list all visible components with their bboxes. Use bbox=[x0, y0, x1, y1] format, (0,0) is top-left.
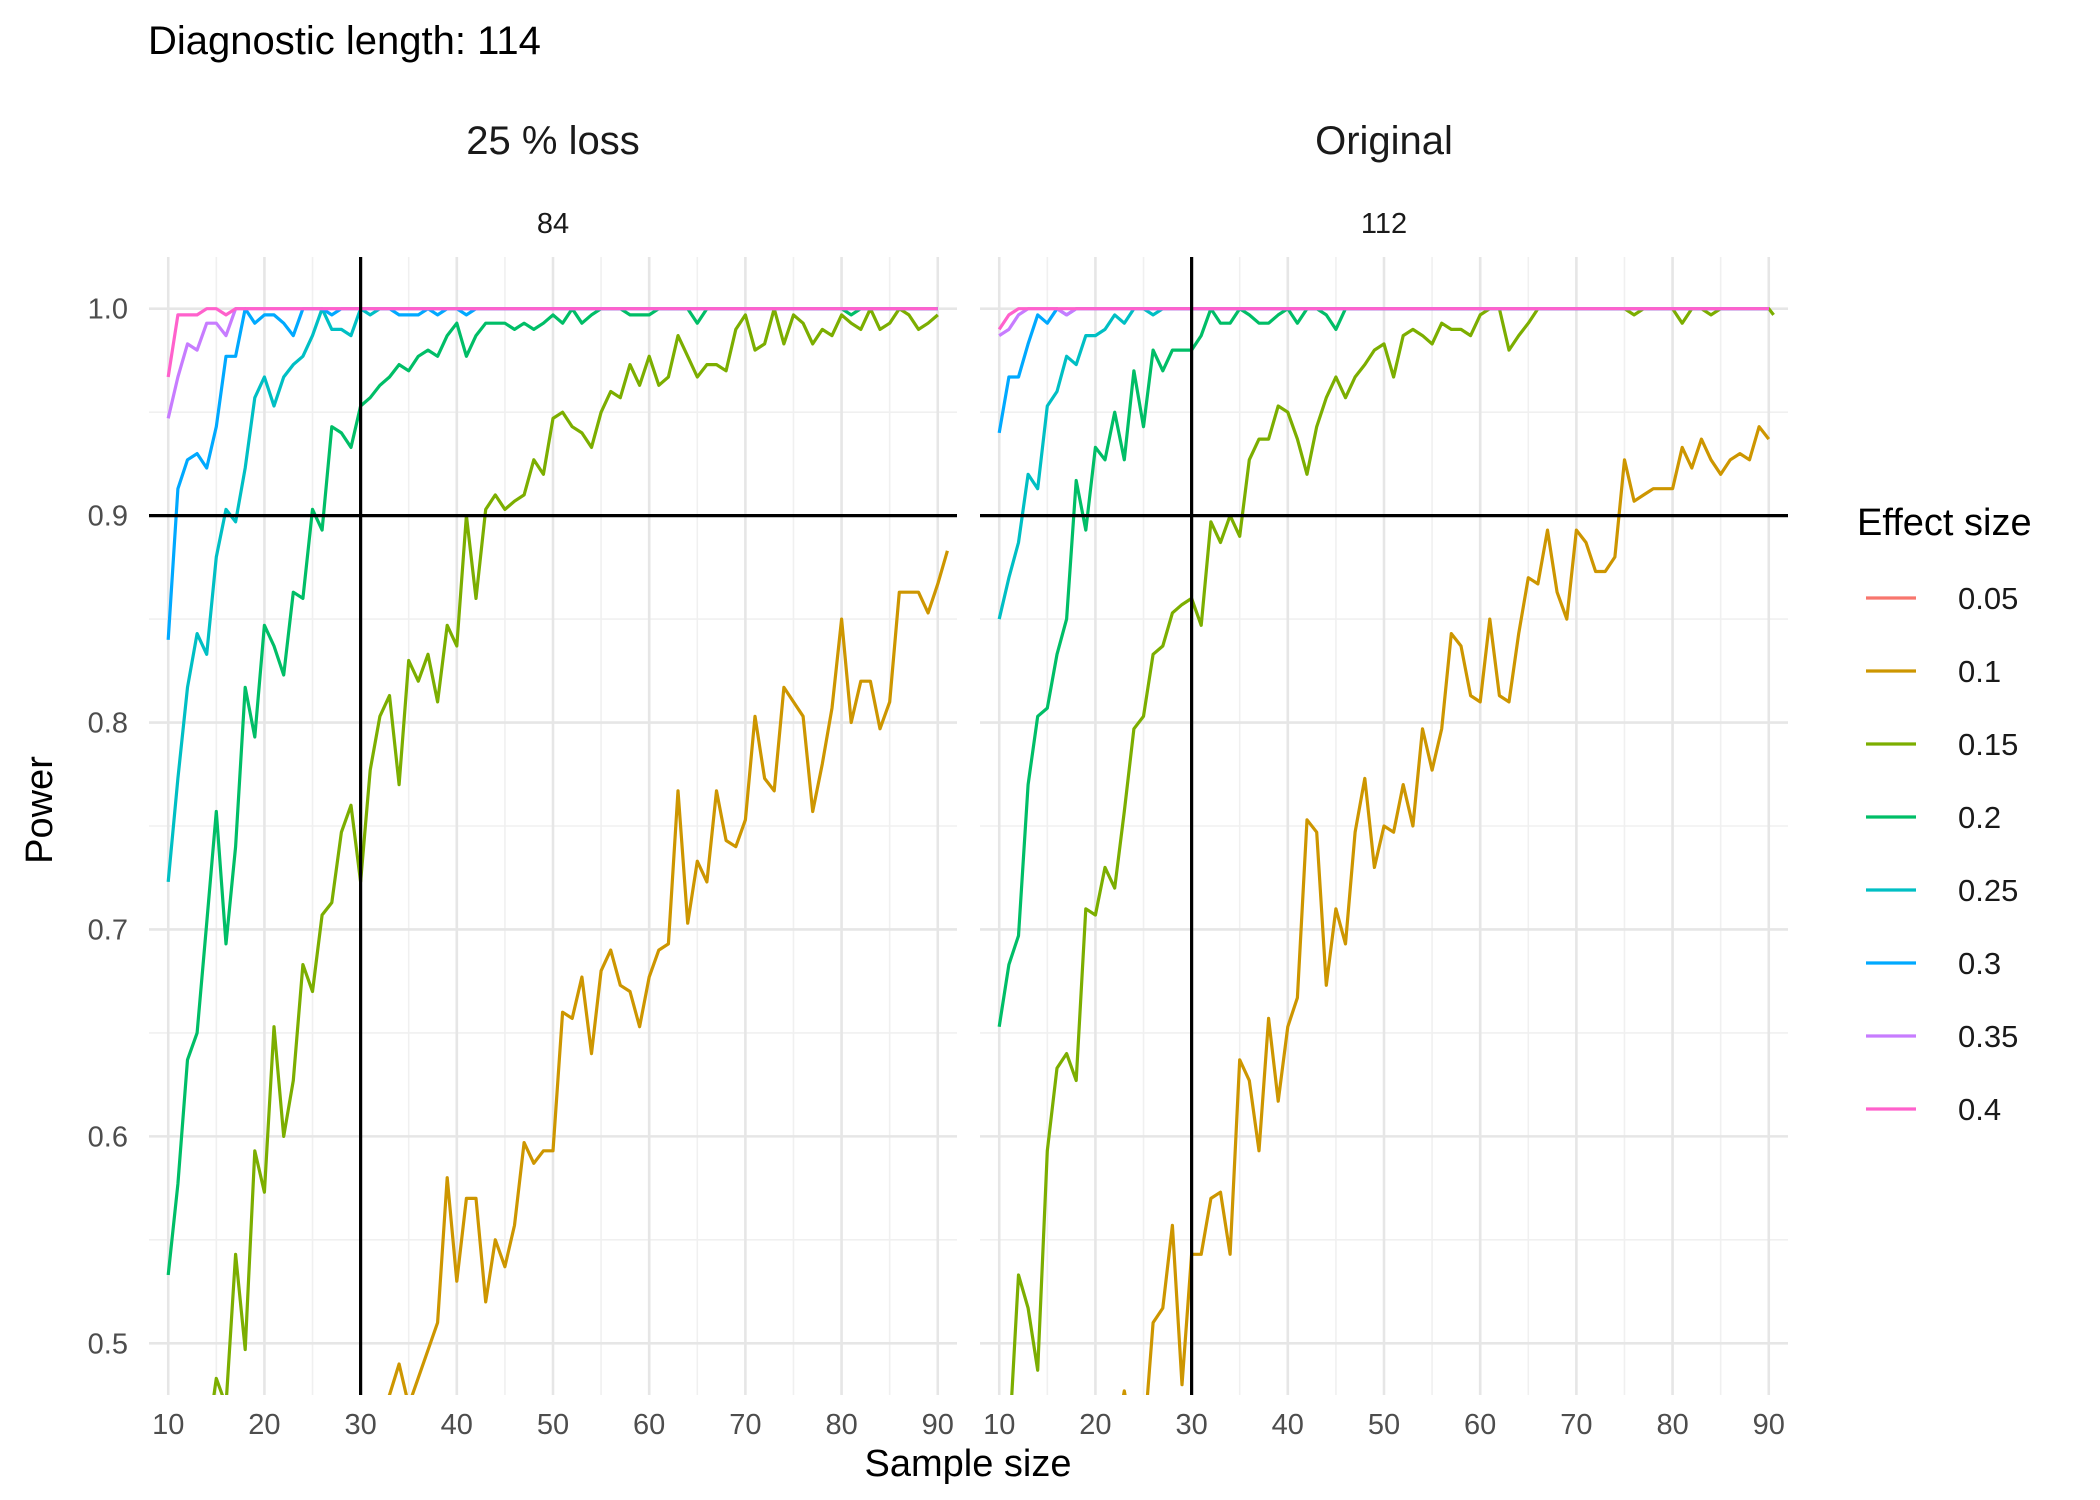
grid-lines bbox=[149, 257, 957, 1395]
y-tick-label: 0.7 bbox=[88, 914, 128, 946]
x-tick-label: 60 bbox=[1464, 1409, 1496, 1441]
y-tick-label: 0.5 bbox=[88, 1328, 128, 1360]
legend-item: 0.05 bbox=[1866, 581, 2018, 616]
x-tick-label: 20 bbox=[248, 1409, 280, 1441]
x-tick-label: 10 bbox=[983, 1409, 1015, 1441]
x-axis-title: Sample size bbox=[865, 1443, 1072, 1485]
legend-item: 0.3 bbox=[1866, 946, 2001, 981]
x-tick-label: 80 bbox=[1656, 1409, 1688, 1441]
x-tick-label: 40 bbox=[1272, 1409, 1304, 1441]
facet-subtitle: 84 bbox=[537, 208, 569, 240]
legend-label: 0.05 bbox=[1958, 581, 2018, 616]
x-tick-label: 80 bbox=[825, 1409, 857, 1441]
legend-item: 0.4 bbox=[1866, 1092, 2001, 1127]
series-line-0.1 bbox=[1121, 425, 1771, 1395]
facet-panels: 25 % loss 84 10 20 30 40 50 60 70 80 90 0.5 0.6 0.7 0.… bbox=[88, 119, 1788, 1441]
series-line-0.4 bbox=[166, 307, 938, 378]
series-line-0.2 bbox=[997, 307, 1769, 1027]
legend-label: 0.15 bbox=[1958, 727, 2018, 762]
facet-subtitle: 112 bbox=[1361, 208, 1407, 240]
y-tick-label: 0.8 bbox=[88, 708, 128, 740]
chart-caption: Diagnostic length: 114 bbox=[148, 19, 541, 63]
series-line-0.1 bbox=[387, 550, 949, 1395]
legend-item: 0.35 bbox=[1866, 1019, 2018, 1054]
legend-label: 0.1 bbox=[1958, 654, 2001, 689]
y-axis-title: Power bbox=[19, 756, 61, 864]
series-group bbox=[997, 307, 1775, 1395]
y-tick-label: 1.0 bbox=[88, 294, 128, 326]
legend-label: 0.25 bbox=[1958, 873, 2018, 908]
series-group bbox=[166, 307, 949, 1395]
legend-label: 0.4 bbox=[1958, 1092, 2001, 1127]
legend-item: 0.25 bbox=[1866, 873, 2018, 908]
x-tick-label: 50 bbox=[537, 1409, 569, 1441]
facet-title: 25 % loss bbox=[466, 119, 639, 163]
x-tick-label: 20 bbox=[1079, 1409, 1111, 1441]
x-tick-label: 30 bbox=[1175, 1409, 1207, 1441]
series-line-0.15 bbox=[212, 307, 939, 1395]
series-line-0.15 bbox=[1010, 307, 1775, 1395]
facet-title: Original bbox=[1315, 119, 1453, 163]
legend: Effect size 0.05 0.1 0.15 0.2 0.25 0.3 0.35 0.4 bbox=[1857, 502, 2032, 1127]
series-line-0.4 bbox=[997, 307, 1769, 331]
series-line-0.3 bbox=[166, 307, 938, 640]
x-tick-label: 70 bbox=[729, 1409, 761, 1441]
legend-item: 0.1 bbox=[1866, 654, 2001, 689]
x-tick-label: 90 bbox=[1753, 1409, 1785, 1441]
y-tick-label: 0.9 bbox=[88, 501, 128, 533]
x-tick-label: 50 bbox=[1368, 1409, 1400, 1441]
legend-item: 0.2 bbox=[1866, 800, 2001, 835]
x-tick-label: 90 bbox=[922, 1409, 954, 1441]
legend-label: 0.3 bbox=[1958, 946, 2001, 981]
legend-item: 0.15 bbox=[1866, 727, 2018, 762]
x-tick-label: 10 bbox=[152, 1409, 184, 1441]
y-tick-label: 0.6 bbox=[88, 1121, 128, 1153]
x-tick-label: 30 bbox=[344, 1409, 376, 1441]
x-tick-label: 60 bbox=[633, 1409, 665, 1441]
legend-title: Effect size bbox=[1857, 502, 2032, 544]
facet-panel-1: 25 % loss 84 10 20 30 40 50 60 70 80 90 0.5 0.6 0.7 0.… bbox=[88, 119, 957, 1441]
x-tick-label: 70 bbox=[1560, 1409, 1592, 1441]
x-tick-label: 40 bbox=[441, 1409, 473, 1441]
facet-panel-2: Original 112 10 20 30 40 50 60 70 80 90 bbox=[980, 119, 1788, 1441]
legend-label: 0.35 bbox=[1958, 1019, 2018, 1054]
legend-label: 0.2 bbox=[1958, 800, 2001, 835]
